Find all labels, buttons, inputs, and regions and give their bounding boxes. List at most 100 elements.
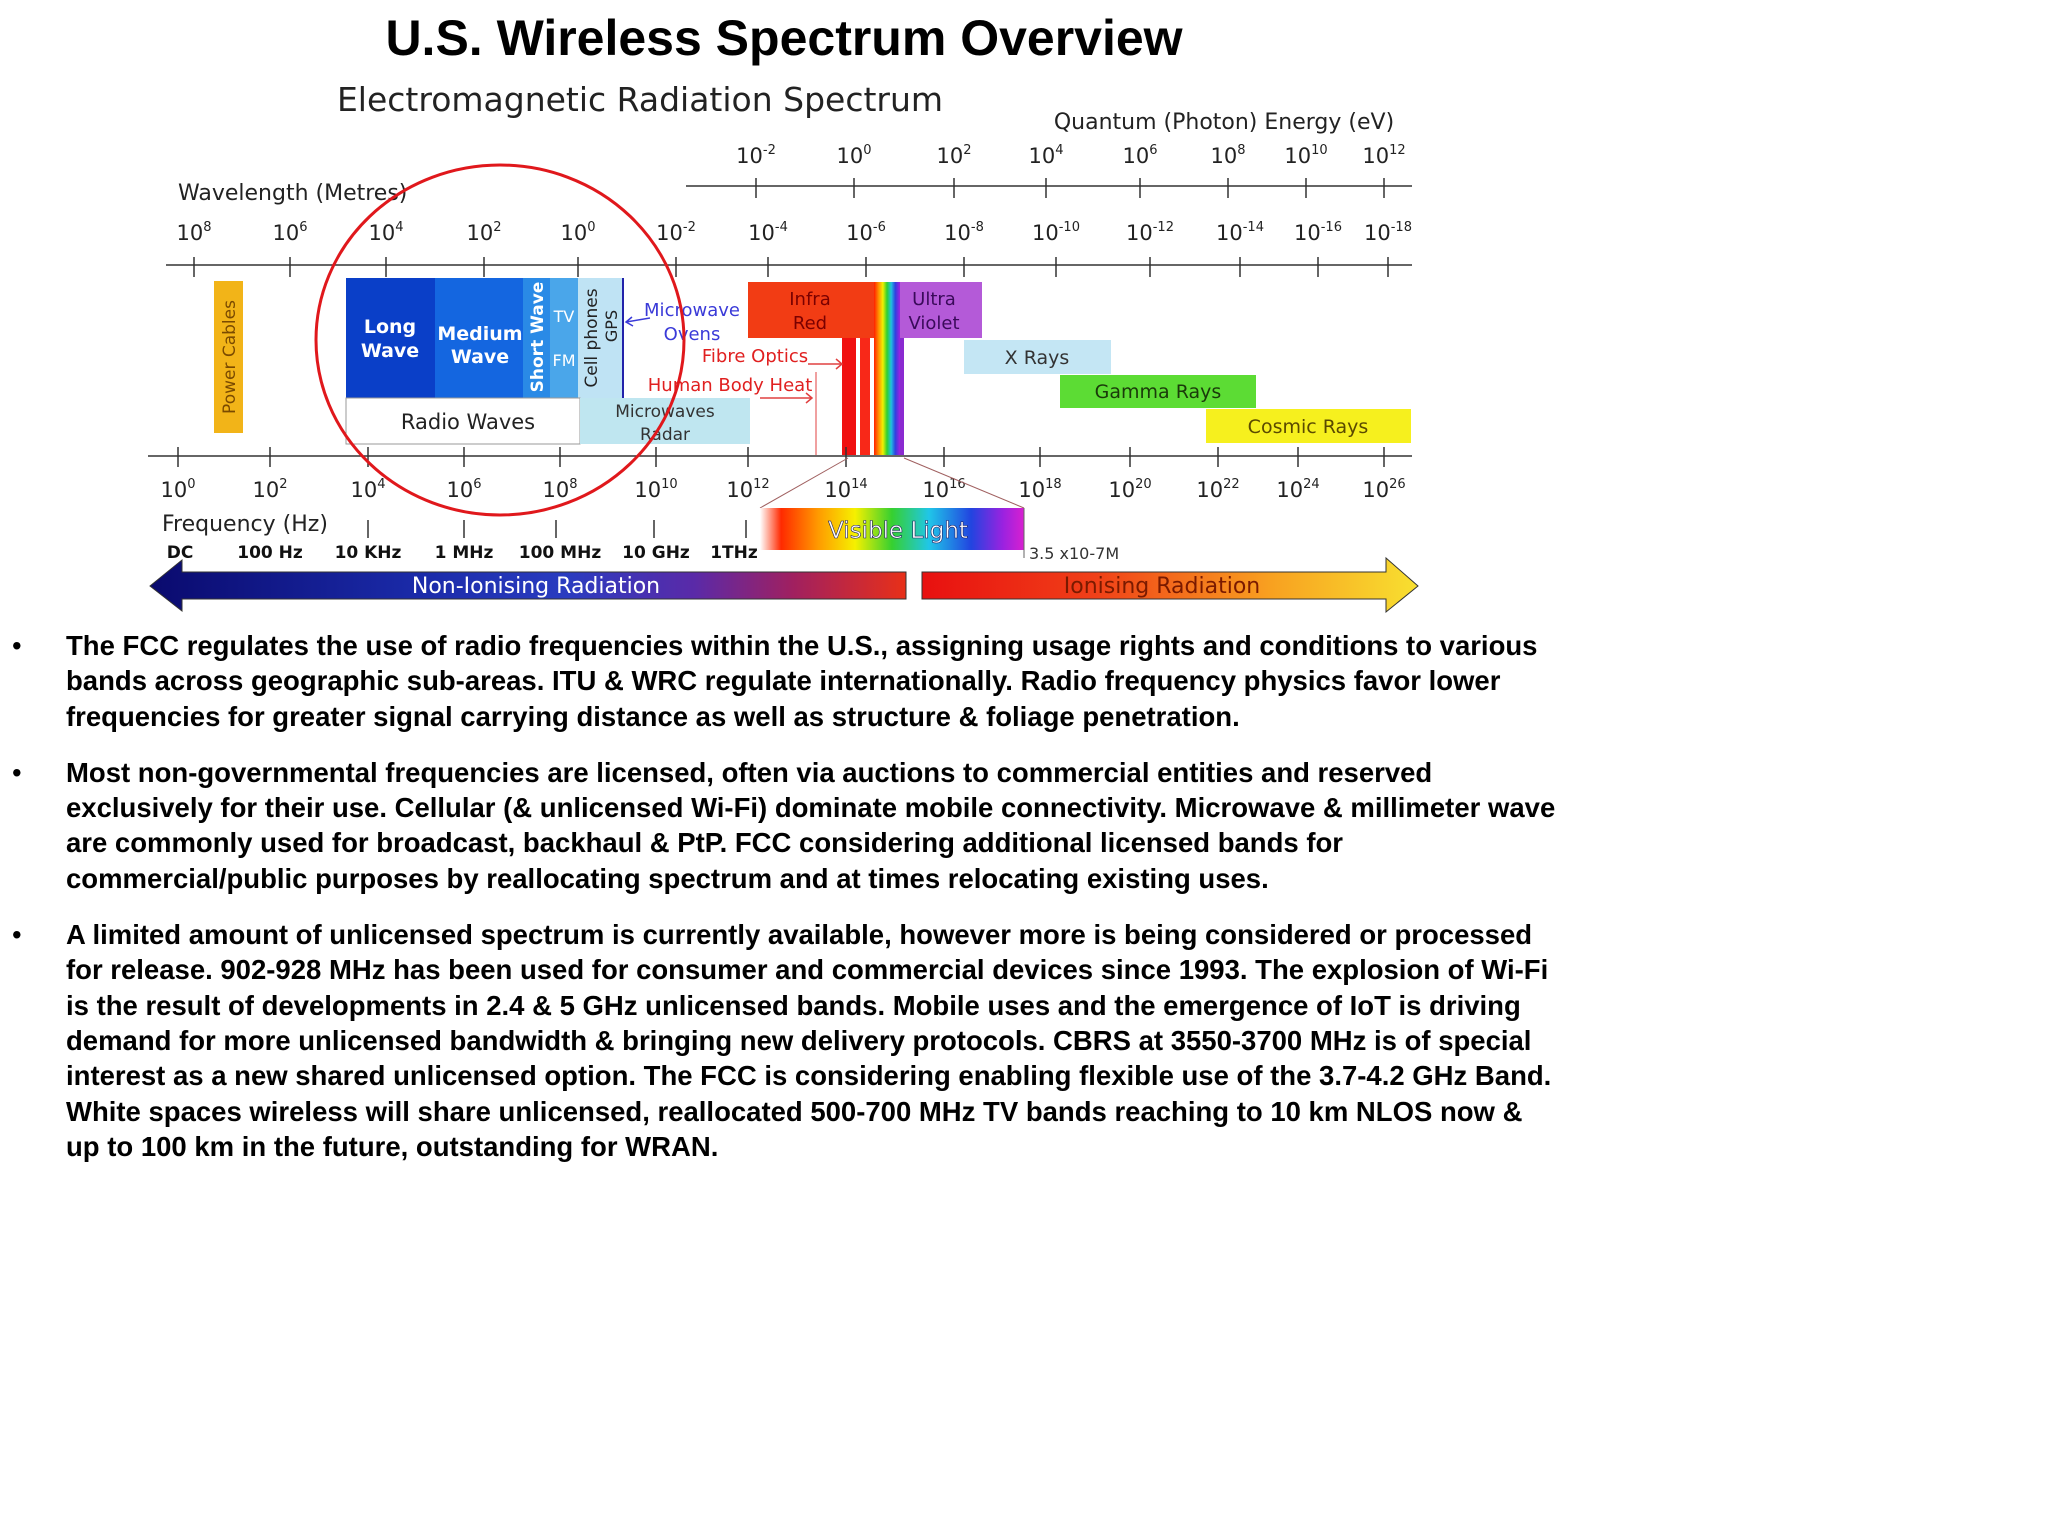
energy-axis-label: Quantum (Photon) Energy (eV) — [1054, 110, 1394, 135]
microwave-ovens-arrow — [624, 316, 651, 327]
gps-label: GPS — [602, 310, 621, 342]
em-spectrum-diagram: Electromagnetic Radiation Spectrum Quant… — [148, 80, 1419, 614]
frequency-axis-tick-label: 1020 — [1108, 477, 1151, 502]
bullet-text: A limited amount of unlicensed spectrum … — [66, 919, 1552, 1162]
ultra-violet-stem — [900, 338, 904, 455]
visible-light-band — [760, 508, 1024, 550]
visible-light-label: Visible Light — [828, 518, 968, 544]
x-rays-band — [964, 340, 1111, 374]
fibre-optics-arrow — [808, 358, 844, 370]
cell-phones-band — [578, 278, 623, 398]
long-wave-label-2: Wave — [361, 340, 419, 362]
gamma-rays-band — [1060, 375, 1256, 408]
microwave-ovens-label-2: Ovens — [664, 324, 721, 345]
frequency-axis-tick-label: 104 — [350, 477, 385, 502]
bullet-item: • A limited amount of unlicensed spectrum… — [12, 917, 1562, 1164]
infra-red-label-2: Red — [793, 313, 827, 334]
energy-axis-tick-label: 100 — [836, 143, 871, 168]
frequency-axis-ticks: 100 102 104 106 108 1010 1012 1014 1016 1018 1020 1… — [160, 447, 1406, 502]
human-body-heat-label: Human Body Heat — [648, 375, 813, 396]
frequency-axis-label: Frequency (Hz) — [162, 512, 328, 537]
wavelength-axis-tick-label: 10-10 — [1032, 220, 1080, 245]
diagram-title: Electromagnetic Radiation Spectrum — [337, 80, 943, 119]
wavelength-axis-tick-label: 100 — [560, 220, 595, 245]
energy-axis-tick-label: 108 — [1210, 143, 1245, 168]
frequency-axis-tick-label: 100 — [160, 477, 195, 502]
energy-axis-tick-label: 106 — [1122, 143, 1157, 168]
wavelength-axis-tick-label: 10-6 — [846, 220, 886, 245]
long-wave-label-1: Long — [364, 316, 416, 338]
bullet-text: The FCC regulates the use of radio frequ… — [66, 630, 1538, 732]
cell-phones-label: Cell phones — [582, 288, 602, 387]
power-cables-band — [214, 281, 243, 433]
frequency-axis-tick-label: 1026 — [1362, 477, 1405, 502]
frequency-axis-tick-label: 1022 — [1196, 477, 1239, 502]
frequency-axis-tick-label: 1018 — [1018, 477, 1061, 502]
bullet-item: • Most non-governmental frequencies are l… — [12, 755, 1562, 896]
wavelength-axis-tick-label: 104 — [368, 220, 403, 245]
power-cables-label: Power Cables — [220, 300, 240, 414]
radio-waves-label: Radio Waves — [401, 410, 535, 434]
infra-red-band — [748, 282, 874, 338]
non-ionising-label: Non-Ionising Radiation — [412, 574, 660, 599]
frequency-axis-tick-label: 1016 — [922, 477, 965, 502]
ionising-arrow — [921, 556, 1419, 614]
frequency-marker-label: 10 KHz — [335, 543, 402, 563]
tv-fm-band — [550, 278, 578, 398]
energy-axis-tick-label: 1012 — [1362, 143, 1405, 168]
frequency-axis-tick-label: 1012 — [726, 477, 769, 502]
frequency-axis-tick-label: 106 — [446, 477, 481, 502]
non-ionising-arrow — [149, 558, 907, 613]
bullet-marker: • — [12, 630, 22, 661]
frequency-axis-tick-label: 1014 — [824, 477, 867, 502]
microwave-ovens-label-1: Microwave — [644, 300, 740, 321]
wavelength-axis-tick-label: 102 — [466, 220, 501, 245]
energy-axis-tick-label: 1010 — [1284, 143, 1327, 168]
cosmic-rays-band — [1206, 409, 1411, 443]
energy-axis-ticks: 10-2 100 102 104 106 108 1010 1012 — [736, 143, 1406, 198]
energy-axis-tick-label: 104 — [1028, 143, 1063, 168]
frequency-axis-tick-label: 1024 — [1276, 477, 1319, 502]
frequency-marker-label: 100 MHz — [519, 543, 602, 563]
wavelength-axis-label: Wavelength (Metres) — [178, 181, 407, 206]
x-rays-label: X Rays — [1005, 347, 1070, 369]
ionising-label: Ionising Radiation — [1064, 574, 1260, 599]
medium-wave-band — [435, 278, 523, 398]
visible-light-lines — [759, 457, 1025, 509]
frequency-marker-label: 1 MHz — [435, 543, 494, 563]
short-wave-band — [523, 278, 550, 398]
bullet-marker: • — [12, 756, 22, 788]
gamma-rays-label: Gamma Rays — [1095, 381, 1222, 403]
medium-wave-label-2: Wave — [451, 346, 509, 368]
wavelength-axis-tick-label: 10-18 — [1364, 220, 1412, 245]
page-title: U.S. Wireless Spectrum Overview — [385, 10, 1183, 66]
frequency-axis-tick-label: 108 — [542, 477, 577, 502]
tv-label: TV — [553, 307, 575, 326]
infra-red-label-1: Infra — [789, 289, 830, 310]
frequency-markers: DC 100 Hz 10 KHz 1 MHz 100 MHz 10 GHz 1THz — [167, 520, 758, 563]
short-wave-label: Short Wave — [528, 282, 548, 393]
long-wave-band — [346, 278, 435, 398]
energy-axis-tick-label: 10-2 — [736, 143, 776, 168]
visible-wavelength-label: 3.5 x10-7M — [1029, 544, 1119, 563]
microwaves-radar-label-1: Microwaves — [615, 402, 715, 422]
radio-highlight-circle — [314, 163, 686, 517]
bullet-item: • The FCC regulates the use of radio freq… — [12, 628, 1562, 734]
wavelength-axis-tick-label: 108 — [176, 220, 211, 245]
wavelength-axis-tick-label: 10-14 — [1216, 220, 1264, 245]
infra-red-stem-1 — [842, 338, 856, 455]
ultra-violet-label-1: Ultra — [912, 289, 956, 310]
medium-wave-label-1: Medium — [437, 323, 522, 345]
infra-red-stem-2 — [860, 338, 870, 455]
radio-waves-box — [345, 397, 581, 445]
wavelength-axis-tick-label: 10-8 — [944, 220, 984, 245]
human-body-heat-arrow — [760, 392, 814, 404]
frequency-axis-tick-label: 102 — [252, 477, 287, 502]
fibre-optics-label: Fibre Optics — [702, 346, 808, 367]
ultra-violet-band — [900, 282, 982, 338]
bullet-list: • The FCC regulates the use of radio freq… — [12, 628, 1562, 1185]
fm-label: FM — [552, 351, 575, 370]
bullet-text: Most non-governmental frequencies are li… — [66, 756, 1556, 894]
microwaves-radar-box — [580, 398, 750, 444]
frequency-marker-label: 100 Hz — [237, 543, 303, 563]
